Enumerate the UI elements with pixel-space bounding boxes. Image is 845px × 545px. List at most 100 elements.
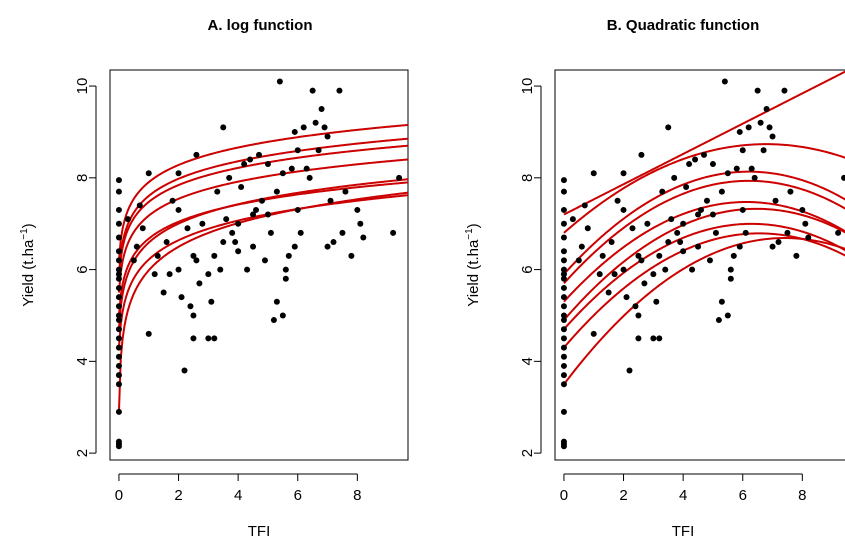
data-point: [211, 252, 218, 259]
data-point: [626, 367, 633, 374]
y-tick-label: 8: [74, 174, 91, 182]
data-point: [781, 87, 788, 94]
data-point: [662, 266, 669, 273]
data-point: [560, 326, 567, 333]
data-point: [650, 335, 657, 342]
data-point: [620, 266, 627, 273]
data-point: [560, 353, 567, 360]
data-point: [799, 206, 806, 213]
data-point: [560, 408, 567, 415]
data-point: [695, 211, 702, 218]
data-point: [309, 87, 316, 94]
data-point: [560, 317, 567, 324]
data-point: [712, 229, 719, 236]
fit-curve: [117, 123, 408, 261]
data-point: [769, 133, 776, 140]
x-axis: 0 2 4 6 8: [115, 473, 362, 504]
data-point: [560, 271, 567, 278]
data-point: [282, 275, 289, 282]
y-tick-label: 4: [519, 357, 536, 365]
data-point: [787, 188, 794, 195]
chart-title: B. Quadratic function: [607, 17, 760, 34]
data-point: [115, 234, 122, 241]
data-point: [739, 206, 746, 213]
data-point: [841, 174, 845, 181]
data-point: [241, 161, 248, 168]
data-point: [742, 229, 749, 236]
panel-quadratic-function: B. Quadratic function 0 2 4 6 8 2 4 6 8 10 TFI Y…: [464, 17, 845, 540]
y-axis-label: Yield (t.ha−1): [19, 223, 37, 306]
fit-curve: [117, 137, 408, 275]
data-points: [560, 78, 845, 450]
data-point: [321, 124, 328, 131]
data-point: [238, 184, 245, 190]
data-point: [315, 147, 322, 154]
data-point: [288, 165, 295, 172]
plot-frame: [554, 69, 845, 461]
y-tick-label: 8: [519, 174, 536, 182]
data-point: [560, 234, 567, 241]
data-point: [560, 381, 567, 388]
data-point: [560, 206, 567, 213]
data-point: [217, 266, 224, 273]
data-point: [342, 188, 349, 195]
data-point: [835, 229, 842, 236]
data-point: [294, 206, 301, 213]
data-point: [590, 170, 597, 177]
data-point: [336, 87, 343, 94]
data-point: [653, 298, 660, 305]
x-axis-label: TFI: [672, 523, 695, 540]
fit-curve: [563, 170, 845, 275]
data-point: [674, 229, 681, 236]
data-point: [396, 174, 403, 181]
fit-curve: [563, 201, 845, 303]
data-point: [115, 372, 122, 379]
data-point: [190, 312, 197, 319]
data-point: [605, 289, 612, 296]
fit-curve: [117, 158, 408, 293]
data-point: [632, 303, 639, 310]
data-point: [680, 248, 687, 255]
data-point: [560, 344, 567, 351]
data-point: [339, 229, 346, 236]
data-point: [270, 317, 277, 324]
data-point: [575, 257, 582, 264]
data-point: [736, 243, 743, 250]
data-point: [303, 165, 310, 172]
y-tick-label: 6: [74, 265, 91, 273]
data-point: [677, 239, 684, 246]
data-point: [709, 211, 716, 218]
data-point: [115, 381, 122, 388]
data-point: [166, 271, 173, 278]
data-point: [754, 87, 761, 94]
data-point: [784, 229, 791, 236]
data-point: [656, 335, 663, 342]
data-point: [220, 124, 227, 131]
data-point: [300, 124, 307, 131]
data-point: [715, 317, 722, 324]
data-point: [560, 303, 567, 310]
data-point: [748, 165, 755, 172]
data-point: [145, 170, 152, 177]
data-point: [175, 170, 182, 177]
data-point: [264, 211, 271, 218]
data-point: [793, 252, 800, 259]
data-point: [611, 271, 618, 278]
data-point: [644, 220, 651, 227]
data-point: [115, 335, 122, 342]
data-point: [184, 225, 191, 232]
data-point: [261, 257, 268, 264]
data-point: [665, 124, 672, 131]
data-point: [560, 440, 567, 447]
data-point: [193, 257, 200, 264]
data-point: [614, 197, 621, 204]
data-point: [560, 372, 567, 379]
chart-title: A. log function: [208, 17, 313, 34]
data-point: [175, 266, 182, 273]
fit-curve: [563, 232, 845, 349]
data-point: [560, 188, 567, 195]
data-point: [772, 197, 779, 204]
data-point: [220, 239, 227, 246]
data-point: [683, 184, 690, 190]
data-point: [692, 156, 699, 163]
